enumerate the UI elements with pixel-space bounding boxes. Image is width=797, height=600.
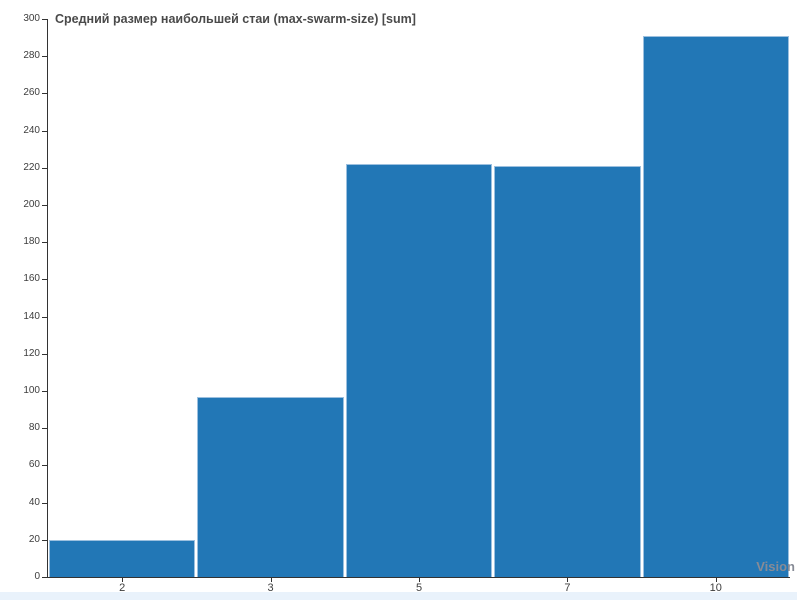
y-tick-label: 20: [28, 533, 40, 545]
x-tick-label: 2: [119, 582, 126, 594]
x-tick-mark: [567, 578, 569, 582]
x-tick-mark: [715, 578, 717, 582]
y-tick-label: 80: [28, 422, 40, 434]
y-tick-mark: [42, 502, 47, 504]
y-tick-label: 60: [28, 459, 40, 471]
y-tick-mark: [42, 465, 47, 467]
x-tick-mark: [270, 578, 272, 582]
y-tick-label: 180: [23, 236, 40, 248]
y-tick-mark: [42, 56, 47, 58]
y-tick-label: 240: [23, 124, 40, 136]
y-axis: [47, 19, 48, 578]
y-tick-label: 220: [23, 161, 40, 173]
x-tick-mark: [122, 578, 124, 582]
y-tick-mark: [42, 279, 47, 281]
y-tick-mark: [42, 353, 47, 355]
x-tick-label: 10: [709, 582, 722, 594]
x-tick-label: 7: [564, 582, 571, 594]
y-tick-label: 100: [23, 385, 40, 396]
y-tick-mark: [42, 205, 47, 206]
bar-7[interactable]: [494, 165, 641, 577]
y-tick-mark: [42, 391, 47, 392]
x-axis-label: Vision: [756, 559, 795, 574]
y-tick-mark: [42, 167, 47, 169]
bar-5[interactable]: [345, 164, 493, 577]
chart-title: Средний размер наибольшей стаи (max-swar…: [55, 12, 416, 26]
y-tick-label: 200: [23, 199, 40, 210]
y-tick-mark: [42, 130, 47, 132]
y-tick-label: 300: [23, 13, 40, 24]
y-tick-mark: [42, 577, 47, 578]
bar-3[interactable]: [197, 396, 344, 577]
x-tick-label: 3: [267, 582, 274, 594]
y-tick-label: 40: [28, 496, 40, 508]
y-tick-label: 260: [23, 87, 40, 99]
y-tick-label: 0: [34, 571, 40, 582]
y-tick-mark: [42, 19, 47, 20]
y-tick-label: 120: [23, 347, 40, 359]
y-tick-label: 160: [23, 273, 40, 285]
y-tick-label: 140: [23, 310, 40, 322]
x-tick-mark: [419, 578, 420, 582]
y-tick-mark: [42, 539, 47, 541]
bar-10[interactable]: [642, 35, 789, 577]
y-tick-mark: [42, 316, 47, 318]
y-tick-mark: [42, 242, 47, 244]
bar-2[interactable]: [49, 539, 196, 577]
y-tick-label: 280: [23, 50, 40, 62]
x-axis: [47, 577, 790, 578]
x-tick-label: 5: [415, 582, 423, 594]
y-tick-mark: [42, 428, 47, 430]
y-tick-mark: [42, 93, 47, 95]
bottom-scrollbar-strip: [0, 592, 797, 600]
